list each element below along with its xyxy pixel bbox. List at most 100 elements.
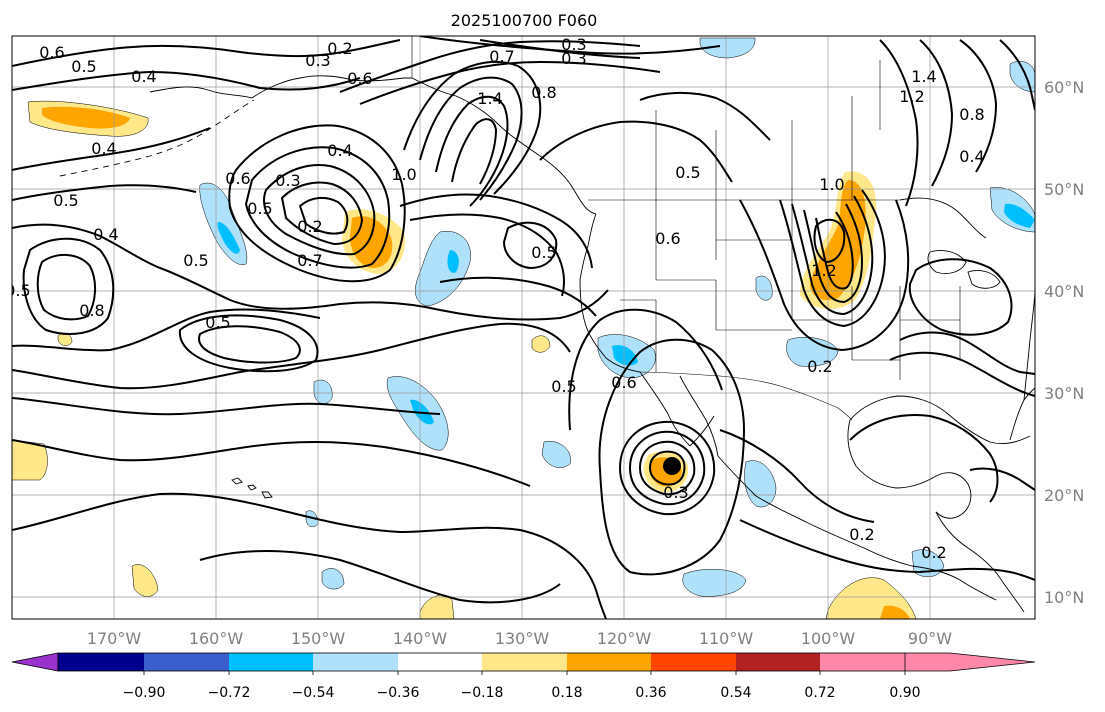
contour-top-1 — [419, 36, 721, 55]
contour-plains-trough-4 — [815, 211, 854, 290]
contour-label-26: 0.5 — [531, 243, 556, 262]
colorbar-extend-high — [905, 653, 1035, 671]
contour-top-2 — [479, 39, 641, 59]
mexico-west-coast — [717, 455, 997, 601]
contour-west-6 — [12, 397, 441, 416]
contour-low-ne-4 — [280, 181, 364, 246]
contour-pacnw-closed — [502, 221, 558, 270]
contour-east-closed — [908, 258, 1013, 336]
canada-province-lines — [655, 60, 881, 200]
contour-east-ridge-1 — [879, 39, 919, 207]
map-title: 2025100700 F060 — [451, 11, 598, 30]
us-east-coast — [1023, 289, 1035, 401]
shade-neg-small-3 — [682, 569, 747, 597]
coastlines — [59, 75, 1035, 613]
longitude-axis: 170°W 160°W 150°W 140°W 130°W 120°W 110°… — [87, 629, 952, 648]
gulf-of-mexico — [847, 395, 1031, 489]
contour-label-15: 0.3 — [275, 171, 300, 190]
contour-label-7: 0.3 — [561, 35, 586, 54]
cb-label-6: 0.18 — [551, 685, 582, 701]
contour-label-25: 0.5 — [205, 313, 230, 332]
shade-neg-aleutian-core — [217, 222, 240, 254]
lat-label-40n: 40°N — [1044, 282, 1084, 301]
colorbar-swatch-6 — [482, 653, 567, 671]
contour-hurr-outer — [598, 338, 746, 576]
lon-label-110w: 110°W — [699, 629, 754, 648]
cb-label-7: 0.36 — [635, 685, 666, 701]
cb-label-8: 0.54 — [720, 685, 751, 701]
cb-label-1: −0.90 — [123, 685, 166, 701]
shade-neg-small-1 — [313, 379, 333, 405]
contour-west-3 — [12, 223, 441, 311]
shade-pos-small-3 — [531, 335, 551, 353]
political-borders — [411, 36, 961, 421]
contour-hurr-1 — [618, 420, 716, 516]
contour-low-ne-outer — [228, 124, 406, 283]
contour-label-39: 0.2 — [849, 525, 874, 544]
contour-label-23: 0.5 — [5, 281, 30, 300]
contour-pacnw-2 — [409, 213, 565, 297]
contour-low-ne-3 — [263, 164, 376, 256]
cb-label-4: −0.36 — [377, 685, 420, 701]
lon-label-90w: 90°W — [908, 629, 952, 648]
contour-label-9: 0.7 — [489, 47, 514, 66]
lon-label-140w: 140°W — [393, 629, 448, 648]
contour-ak-ridge-1 — [403, 60, 542, 195]
contour-label-36: 0.5 — [551, 377, 576, 396]
contour-label-4: 0.2 — [327, 39, 352, 58]
contour-closed-sw-inner — [198, 325, 301, 364]
contour-label-14: 0.6 — [225, 169, 250, 188]
contour-label-16: 0.4 — [327, 141, 352, 160]
colorbar-swatch-1 — [58, 653, 144, 671]
contour-east-ridge-4 — [999, 39, 1035, 111]
colorbar-extend-low — [11, 652, 59, 672]
contour-east-lower-2 — [889, 351, 1035, 397]
contour-label-31: 1.4 — [911, 67, 936, 86]
contour-label-5: 0.3 — [305, 51, 330, 70]
contour-east-ridge-3 — [959, 39, 998, 173]
contour-canada-mid — [639, 91, 771, 141]
colorbar-frame — [57, 652, 906, 672]
cb-label-9: 0.72 — [804, 685, 835, 701]
colorbar: −0.90 −0.72 −0.54 −0.36 −0.18 0.18 0.36 … — [11, 652, 1036, 701]
colorbar-swatch-5 — [398, 653, 482, 671]
contour-label-19: 0.2 — [297, 217, 322, 236]
shade-neg-plains — [786, 337, 839, 367]
map-panel: 0.6 0.5 0.4 0.2 0.3 0.6 0.3 0.3 0.7 1.4 … — [5, 35, 1036, 620]
contour-label-13: 0.5 — [53, 191, 78, 210]
colorbar-ticks — [143, 671, 906, 675]
contour-label-10: 1.4 — [477, 89, 502, 108]
contour-label-18: 0.5 — [247, 199, 272, 218]
contour-hurr-2 — [628, 430, 706, 506]
colorbar-swatch-10 — [820, 653, 905, 671]
contour-plains-trough-1 — [779, 189, 886, 328]
baja-peninsula — [639, 371, 719, 457]
contour-hurr-4 — [648, 450, 686, 486]
contour-label-28: 0.5 — [675, 163, 700, 182]
contour-low-ne-5 — [298, 196, 349, 235]
bc-coast — [579, 213, 597, 281]
contour-label-12: 0.4 — [91, 139, 116, 158]
contour-label-11: 0.8 — [531, 83, 556, 102]
contour-south-2 — [12, 439, 531, 487]
contour-lines — [12, 36, 1035, 619]
contour-label-35: 0.6 — [611, 373, 636, 392]
shade-neg-small-7 — [755, 275, 773, 301]
contour-south-1 — [12, 492, 607, 619]
colorbar-swatch-2 — [144, 653, 229, 671]
contour-label-27: 0.6 — [655, 229, 680, 248]
shade-neg-pacnw — [415, 230, 471, 307]
colorbar-swatch-7 — [567, 653, 651, 671]
contour-label-30: 1.2 — [811, 261, 836, 280]
contour-label-2: 0.5 — [71, 57, 96, 76]
us-mexico-border — [639, 371, 853, 421]
lat-label-60n: 60°N — [1044, 78, 1084, 97]
contour-central-1 — [439, 289, 609, 321]
contour-west-5 — [12, 322, 571, 390]
contour-low-ne-2 — [244, 146, 391, 269]
contour-west-4 — [12, 308, 321, 352]
shade-neg-canada-east-core — [1004, 203, 1035, 228]
contour-label-6: 0.6 — [347, 69, 372, 88]
shade-pos-bering-core — [42, 106, 130, 129]
cb-label-3: −0.54 — [292, 685, 335, 701]
